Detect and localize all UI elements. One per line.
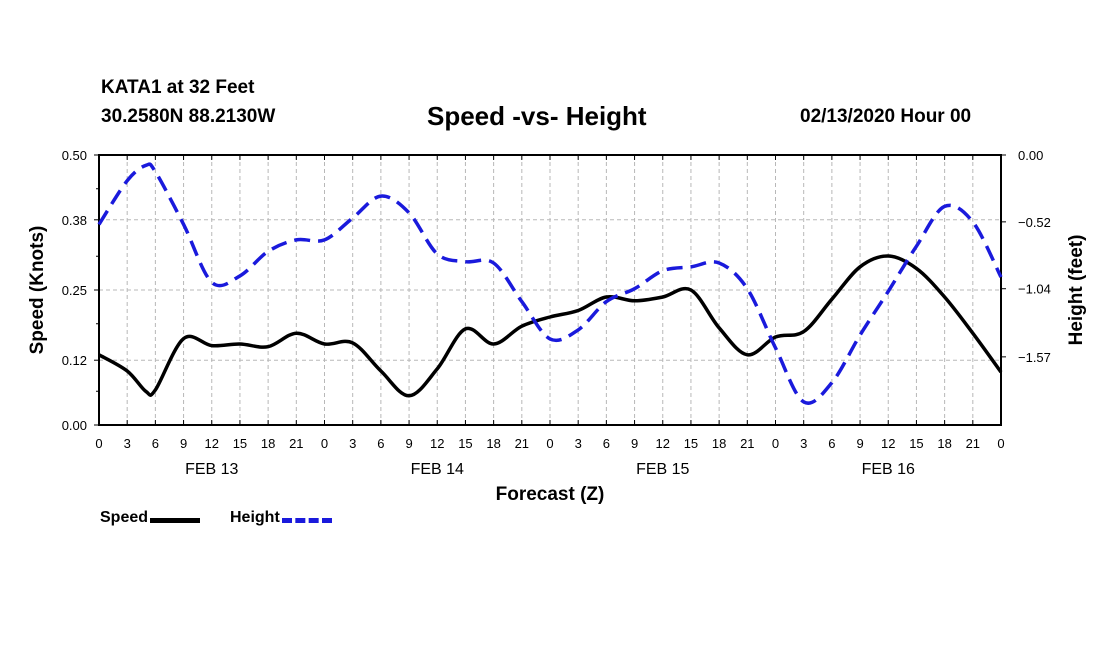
x-tick-label: 0 bbox=[772, 436, 779, 451]
y-axis-title-left: Speed (Knots) bbox=[27, 226, 48, 355]
grid-lines bbox=[99, 155, 1001, 425]
axis-tick-labels: 0 3 6 9 12 15 18 21 0 3 6 9 12 15 18 21 0 3 6 9 12 15 18 21 0 3 6 9… bbox=[62, 148, 1051, 478]
x-tick-label: 6 bbox=[377, 436, 384, 451]
x-tick-label: 9 bbox=[405, 436, 412, 451]
x-tick-label: 6 bbox=[603, 436, 610, 451]
x-tick-label: 15 bbox=[458, 436, 472, 451]
x-tick-label: 6 bbox=[828, 436, 835, 451]
series-lines bbox=[97, 162, 1003, 405]
x-tick-label: 0 bbox=[321, 436, 328, 451]
x-axis-title: Forecast (Z) bbox=[496, 484, 605, 505]
x-tick-label: 0 bbox=[546, 436, 553, 451]
y-tick-label-right: −1.04 bbox=[1018, 282, 1051, 297]
y-tick-label-right: 0.00 bbox=[1018, 148, 1043, 163]
x-tick-label: 18 bbox=[937, 436, 951, 451]
x-tick-label: 0 bbox=[997, 436, 1004, 451]
x-tick-label: 21 bbox=[966, 436, 980, 451]
x-tick-label: 21 bbox=[515, 436, 529, 451]
legend-height: Height bbox=[230, 509, 332, 527]
x-tick-label: 15 bbox=[909, 436, 923, 451]
x-tick-label: 21 bbox=[289, 436, 303, 451]
y-tick-label-left: 0.25 bbox=[62, 283, 87, 298]
x-tick-label: 3 bbox=[124, 436, 131, 451]
x-day-label: FEB 15 bbox=[636, 461, 689, 478]
y-tick-label-right: −1.57 bbox=[1018, 350, 1051, 365]
x-tick-label: 9 bbox=[856, 436, 863, 451]
x-tick-label: 9 bbox=[631, 436, 638, 451]
x-tick-label: 6 bbox=[152, 436, 159, 451]
x-tick-label: 15 bbox=[684, 436, 698, 451]
x-tick-label: 0 bbox=[95, 436, 102, 451]
y-tick-label-left: 0.50 bbox=[62, 148, 87, 163]
x-tick-label: 18 bbox=[712, 436, 726, 451]
x-tick-label: 9 bbox=[180, 436, 187, 451]
x-tick-label: 12 bbox=[205, 436, 219, 451]
x-day-label: FEB 14 bbox=[411, 461, 464, 478]
legend-height-swatch bbox=[281, 517, 332, 523]
y-tick-label-left: 0.38 bbox=[62, 213, 87, 228]
y-axis-title-right: Height (feet) bbox=[1066, 235, 1087, 346]
x-tick-label: 3 bbox=[575, 436, 582, 451]
y-tick-label-left: 0.00 bbox=[62, 418, 87, 433]
x-day-label: FEB 16 bbox=[862, 461, 915, 478]
axis-ticks bbox=[94, 154, 1006, 426]
x-tick-label: 3 bbox=[800, 436, 807, 451]
chart-title: Speed -vs- Height bbox=[427, 101, 647, 131]
series-line-height bbox=[97, 162, 1003, 405]
x-tick-label: 21 bbox=[740, 436, 754, 451]
forecast-date-label: 02/13/2020 Hour 00 bbox=[800, 106, 972, 127]
x-day-label: FEB 13 bbox=[185, 461, 238, 478]
x-tick-label: 3 bbox=[349, 436, 356, 451]
x-tick-label: 12 bbox=[430, 436, 444, 451]
legend-speed-label: Speed bbox=[100, 509, 149, 526]
x-tick-label: 12 bbox=[881, 436, 895, 451]
station-label: KATA1 at 32 Feet bbox=[101, 77, 255, 98]
x-tick-label: 18 bbox=[261, 436, 275, 451]
x-tick-label: 18 bbox=[486, 436, 500, 451]
legend-speed-swatch bbox=[150, 517, 201, 523]
legend-height-label: Height bbox=[230, 509, 280, 526]
legend-speed: Speed bbox=[100, 509, 201, 527]
y-tick-label-left: 0.12 bbox=[62, 353, 87, 368]
coordinates-label: 30.2580N 88.2130W bbox=[101, 106, 276, 127]
x-tick-label: 12 bbox=[656, 436, 670, 451]
x-tick-label: 15 bbox=[233, 436, 247, 451]
y-tick-label-right: −0.52 bbox=[1018, 215, 1051, 230]
